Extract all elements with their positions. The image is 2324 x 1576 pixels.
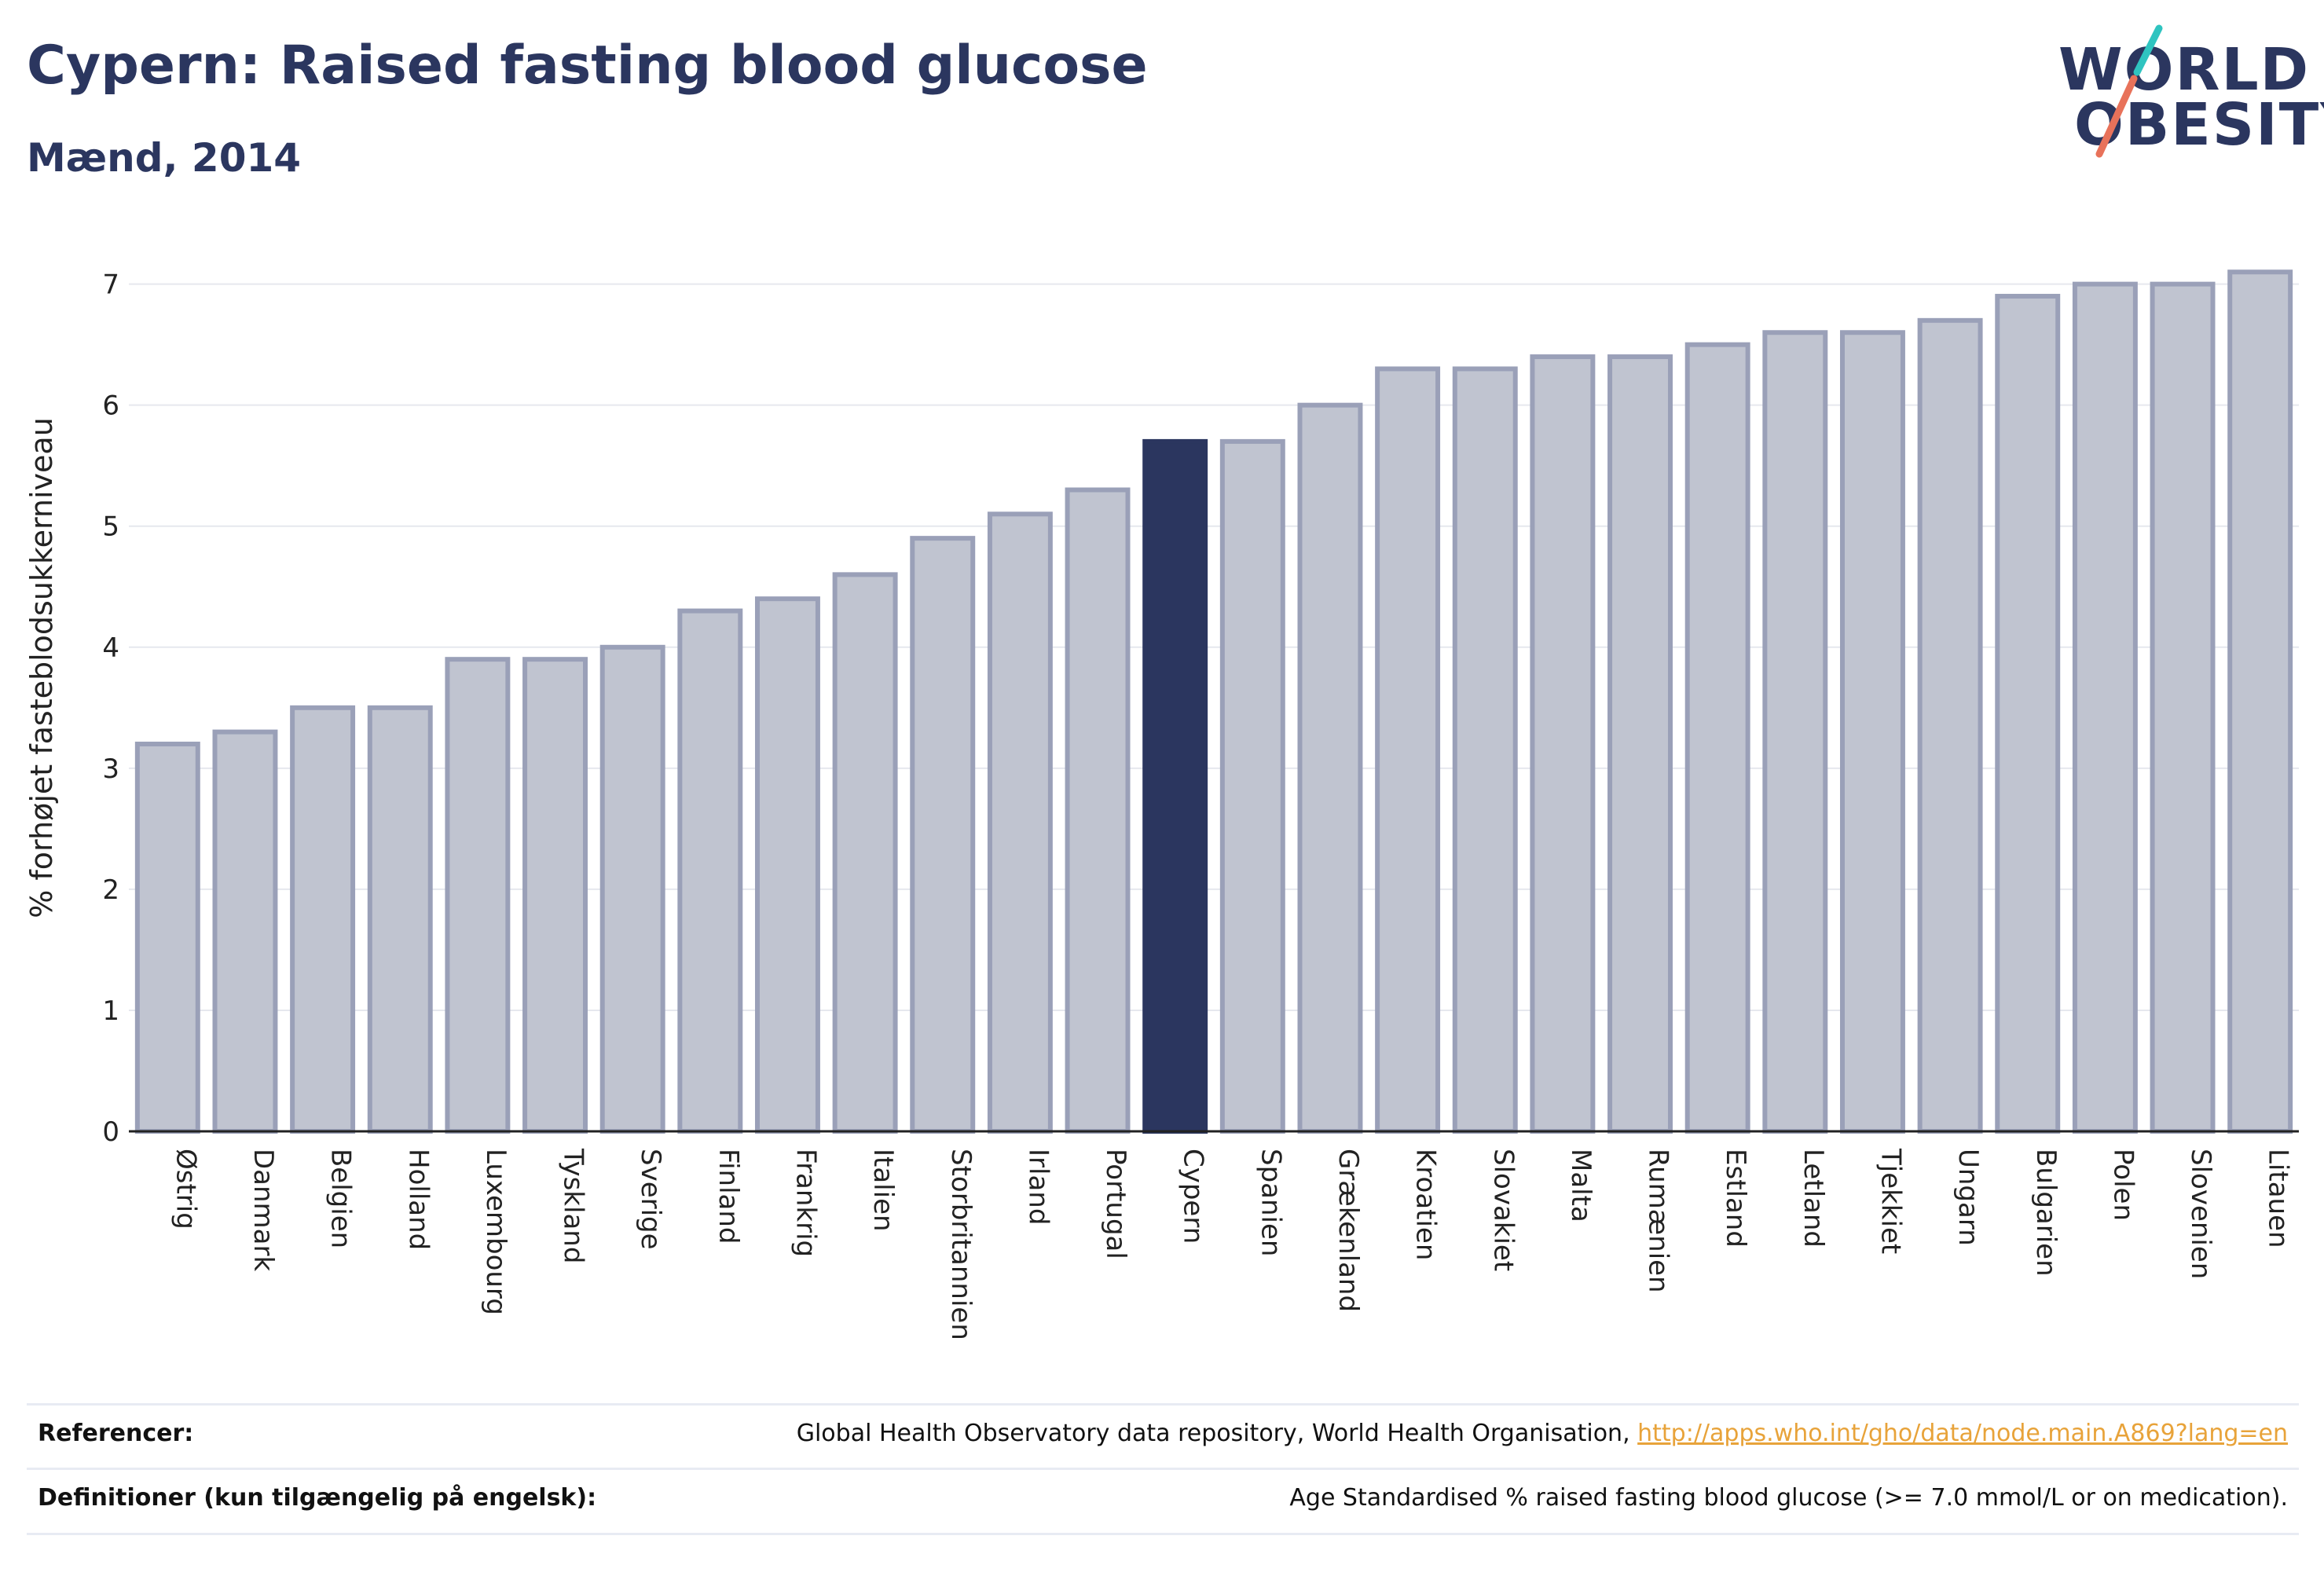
logo-slash-icon	[2095, 24, 2163, 158]
bar-portugal[interactable]	[1065, 487, 1131, 1134]
y-tick-label: 2	[102, 874, 119, 906]
bar-grækenland[interactable]	[1297, 402, 1363, 1134]
world-obesity-logo: WORLD OBESITY	[2043, 20, 2324, 170]
x-tick-label: Bulgarien	[2030, 1149, 2062, 1277]
x-tick-label: Belgien	[325, 1149, 357, 1248]
y-tick-label: 0	[102, 1116, 119, 1148]
x-tick-label: Letland	[1798, 1149, 1829, 1248]
bar-chart: 0 1 2 3 4 5 6 7 Østrig Danmark Belgien Holland Luxem…	[24, 269, 2299, 1340]
x-tick-label: Irland	[1022, 1149, 1054, 1225]
bar-letland[interactable]	[1762, 330, 1828, 1134]
bar-tjekkiet[interactable]	[1839, 330, 1905, 1134]
bar-italien[interactable]	[832, 572, 898, 1134]
axes: 0 1 2 3 4 5 6 7 Østrig Danmark Belgien Holland Luxem…	[102, 269, 2299, 1340]
x-tick-label: Holland	[402, 1149, 434, 1250]
bar-spanien[interactable]	[1219, 438, 1285, 1134]
x-tick-label: Østrig	[170, 1149, 201, 1230]
bar-tyskland[interactable]	[522, 657, 588, 1134]
x-tick-label: Slovakiet	[1487, 1149, 1519, 1271]
references-link[interactable]: http://apps.who.int/gho/data/node.main.A…	[1637, 1420, 2288, 1447]
bars	[134, 269, 2293, 1134]
bar-danmark[interactable]	[212, 729, 278, 1134]
x-tick-label: Tyskland	[558, 1148, 589, 1263]
x-tick-label: Malta	[1565, 1149, 1596, 1222]
bar-kroatien[interactable]	[1375, 366, 1441, 1134]
y-tick-label: 4	[102, 632, 119, 664]
references-text: Global Health Observatory data repositor…	[796, 1420, 1638, 1447]
chart-title: Cypern: Raised fasting blood glucose	[27, 35, 1148, 97]
bar-holland[interactable]	[367, 705, 433, 1134]
logo-line-1: WORLD	[2058, 36, 2311, 104]
x-tick-label: Portugal	[1100, 1149, 1131, 1259]
x-tick-label: Litauen	[2263, 1149, 2294, 1248]
bar-malta[interactable]	[1530, 354, 1596, 1134]
y-tick-label: 1	[102, 995, 119, 1027]
bar-storbritannien[interactable]	[910, 536, 976, 1134]
footer-definitions: Definitioner (kun tilgængelig på engelsk…	[27, 1468, 2299, 1535]
bar-rumænien[interactable]	[1607, 354, 1673, 1134]
footer-references: Referencer: Global Health Observatory da…	[27, 1403, 2299, 1468]
bar-luxembourg[interactable]	[445, 657, 511, 1134]
bar-ungarn[interactable]	[1917, 317, 1983, 1134]
bar-finland[interactable]	[677, 608, 743, 1134]
x-tick-label: Grækenland	[1332, 1149, 1364, 1312]
y-tick-label: 6	[102, 390, 119, 422]
x-tick-label: Italien	[867, 1149, 899, 1232]
bar-estland[interactable]	[1684, 342, 1750, 1134]
chart-subtitle: Mænd, 2014	[27, 135, 302, 181]
y-tick-label: 5	[102, 511, 119, 543]
bar-sverige[interactable]	[599, 644, 665, 1134]
x-tick-label: Luxembourg	[480, 1149, 511, 1315]
references-value: Global Health Observatory data repositor…	[797, 1420, 2288, 1447]
bar-bulgarien[interactable]	[1995, 294, 2061, 1134]
bar-belgien[interactable]	[290, 705, 356, 1134]
bar-cypern[interactable]	[1142, 438, 1208, 1134]
bar-frankrig[interactable]	[754, 596, 820, 1134]
y-axis-label: % forhøjet fasteblodsukkerniveau	[24, 417, 59, 918]
x-tick-label: Ungarn	[1952, 1149, 1984, 1246]
bar-irland[interactable]	[987, 511, 1053, 1134]
bar-slovenien[interactable]	[2150, 281, 2216, 1134]
bar-litauen[interactable]	[2227, 269, 2293, 1134]
x-tick-label: Slovenien	[2185, 1149, 2216, 1279]
x-tick-label: Storbritannien	[945, 1149, 977, 1340]
x-tick-label: Spanien	[1255, 1149, 1286, 1256]
y-tick-label: 3	[102, 753, 119, 785]
x-tick-label: Estland	[1720, 1149, 1751, 1248]
bar-polen[interactable]	[2072, 281, 2138, 1134]
definitions-value: Age Standardised % raised fasting blood …	[1289, 1484, 2288, 1512]
definitions-label: Definitioner (kun tilgængelig på engelsk…	[38, 1484, 597, 1512]
x-tick-label: Cypern	[1178, 1149, 1209, 1244]
bar-slovakiet[interactable]	[1452, 366, 1518, 1134]
x-tick-label: Polen	[2107, 1149, 2139, 1221]
x-tick-label: Rumænien	[1643, 1149, 1674, 1293]
y-tick-label: 7	[102, 269, 119, 301]
x-tick-label: Danmark	[247, 1149, 279, 1271]
x-tick-label: Finland	[713, 1149, 744, 1244]
x-tick-label: Sverige	[635, 1149, 666, 1250]
bar-østrig[interactable]	[134, 742, 200, 1134]
x-tick-label: Kroatien	[1410, 1149, 1442, 1260]
references-label: Referencer:	[38, 1420, 194, 1447]
x-tick-label: Frankrig	[790, 1149, 821, 1257]
x-tick-label: Tjekkiet	[1875, 1148, 1906, 1254]
